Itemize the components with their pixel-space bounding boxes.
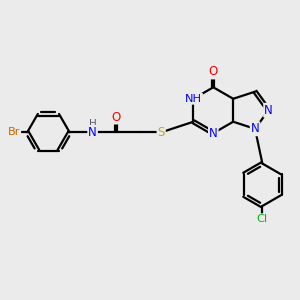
Text: Cl: Cl <box>257 214 268 224</box>
Text: N: N <box>264 104 273 117</box>
Text: N: N <box>209 127 218 140</box>
Text: O: O <box>112 110 121 124</box>
Text: O: O <box>209 65 218 79</box>
Text: NH: NH <box>185 94 202 104</box>
Text: Br: Br <box>8 127 20 137</box>
Text: N: N <box>88 126 97 139</box>
Text: N: N <box>251 122 260 135</box>
Text: H: H <box>89 119 97 129</box>
Text: S: S <box>158 126 165 139</box>
